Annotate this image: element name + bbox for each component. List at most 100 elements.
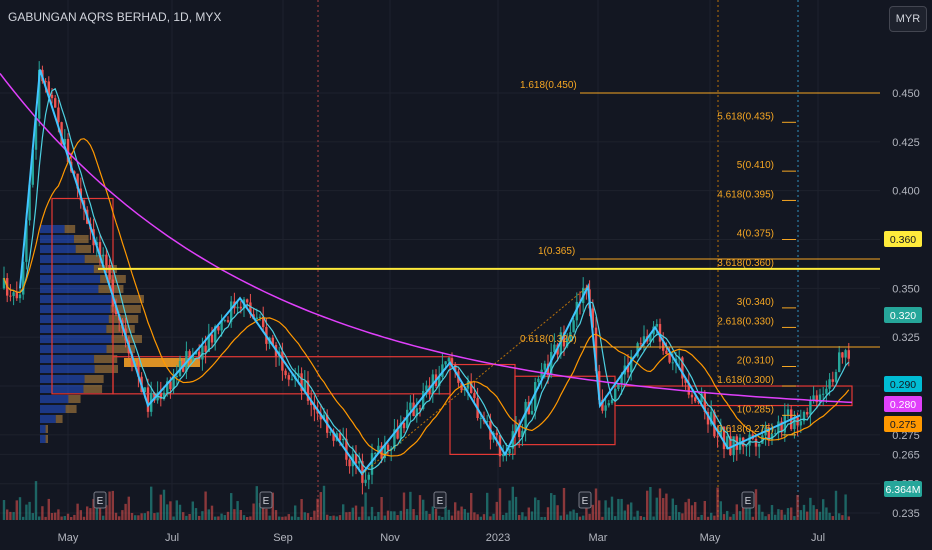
volume-bar	[614, 516, 617, 520]
currency-button[interactable]: MYR	[889, 6, 927, 32]
candle-body	[786, 409, 790, 415]
volume-bar	[482, 514, 486, 520]
candle-body	[364, 479, 367, 483]
candle-body	[338, 433, 342, 441]
volume-bar	[601, 516, 604, 520]
volume-bar	[620, 498, 623, 520]
price-badge	[884, 231, 922, 247]
volume-bar	[217, 516, 220, 520]
price-tick-label: 0.425	[892, 137, 920, 149]
candle-body	[716, 436, 719, 438]
price-badge-label: 0.320	[890, 310, 916, 322]
volume-profile-bar	[40, 315, 109, 323]
candle-body	[63, 138, 66, 145]
candle-body	[521, 430, 524, 438]
candle-body	[537, 378, 540, 383]
volume-bar	[290, 516, 294, 520]
volume-profile-bar	[68, 395, 81, 403]
zigzag-path	[19, 69, 801, 476]
volume-profile-bar	[40, 335, 112, 343]
volume-bar	[530, 511, 534, 520]
candle-body	[553, 344, 556, 352]
candle-body	[425, 385, 428, 391]
candle-body	[319, 413, 322, 420]
candle-body	[770, 433, 774, 441]
volume-bar	[390, 511, 393, 520]
candle-body	[220, 320, 223, 331]
candle-body	[470, 381, 473, 394]
volume-profile-bar	[64, 225, 76, 233]
volume-bar	[626, 504, 630, 520]
volume-bar	[678, 512, 681, 520]
candle-body	[310, 400, 313, 406]
candle-body	[658, 324, 662, 342]
candle-body	[767, 427, 770, 441]
volume-profile-bar	[94, 365, 118, 373]
volume-bar	[844, 494, 847, 520]
price-tick-label: 0.350	[892, 283, 920, 295]
candle-body	[697, 401, 700, 403]
volume-bar	[649, 486, 652, 520]
earnings-box	[578, 491, 592, 509]
candle-body	[655, 324, 658, 327]
volume-bar	[559, 515, 562, 520]
volume-profile-bar	[74, 235, 89, 243]
fib-label: 5(0.410)	[737, 160, 774, 171]
candle-body	[2, 278, 6, 289]
volume-profile-bar	[110, 305, 141, 313]
volume-bar	[25, 504, 28, 520]
candle-body	[639, 343, 642, 345]
volume-profile-bar	[40, 405, 66, 413]
earnings-marker[interactable]: E	[259, 491, 273, 509]
volume-bar	[646, 490, 649, 520]
volume-bar	[252, 503, 255, 520]
volume-bar	[82, 516, 86, 520]
volume-profile-bar	[40, 325, 107, 333]
volume-bar	[489, 516, 492, 520]
volume-bar	[134, 515, 137, 520]
volume-bar	[806, 511, 809, 520]
candle-body	[172, 376, 175, 390]
candle-body	[191, 354, 194, 360]
earnings-marker[interactable]: E	[578, 491, 592, 509]
volume-profile-bar	[75, 245, 91, 253]
candle-body	[204, 345, 207, 352]
candle-body	[169, 381, 172, 390]
candle-body	[774, 433, 777, 435]
candle-body	[799, 421, 802, 426]
volume-bar	[281, 516, 284, 520]
candle-body	[345, 438, 348, 460]
volume-bar	[546, 507, 550, 520]
candle-body	[690, 394, 694, 398]
volume-bar	[476, 514, 479, 520]
candle-body	[50, 94, 54, 99]
volume-bar	[796, 495, 799, 520]
price-badge	[884, 307, 922, 323]
candle-body	[802, 412, 806, 422]
volume-bar	[454, 502, 457, 520]
volume-bar	[342, 504, 345, 520]
volume-bar	[505, 512, 508, 520]
volume-bar	[47, 498, 50, 520]
volume-bar	[38, 516, 41, 520]
volume-bar	[518, 515, 521, 520]
earnings-marker[interactable]: E	[93, 491, 107, 509]
fib-label: 0.618(0.320)	[520, 334, 577, 345]
candle-body	[358, 461, 361, 464]
volume-bar	[470, 492, 473, 520]
volume-bar	[121, 510, 124, 520]
candle-body	[838, 352, 841, 373]
volume-bar	[367, 516, 370, 520]
volume-bar	[150, 486, 153, 520]
candle-body	[777, 421, 780, 434]
volume-bar	[198, 515, 201, 520]
earnings-marker[interactable]: E	[741, 491, 755, 509]
price-badge-label: 6.364M	[885, 484, 920, 496]
volume-bar	[572, 509, 575, 520]
volume-bar	[79, 510, 82, 520]
candle-body	[217, 326, 220, 331]
volume-bar	[6, 509, 9, 520]
earnings-marker[interactable]: E	[433, 491, 447, 509]
volume-bar	[28, 501, 31, 520]
